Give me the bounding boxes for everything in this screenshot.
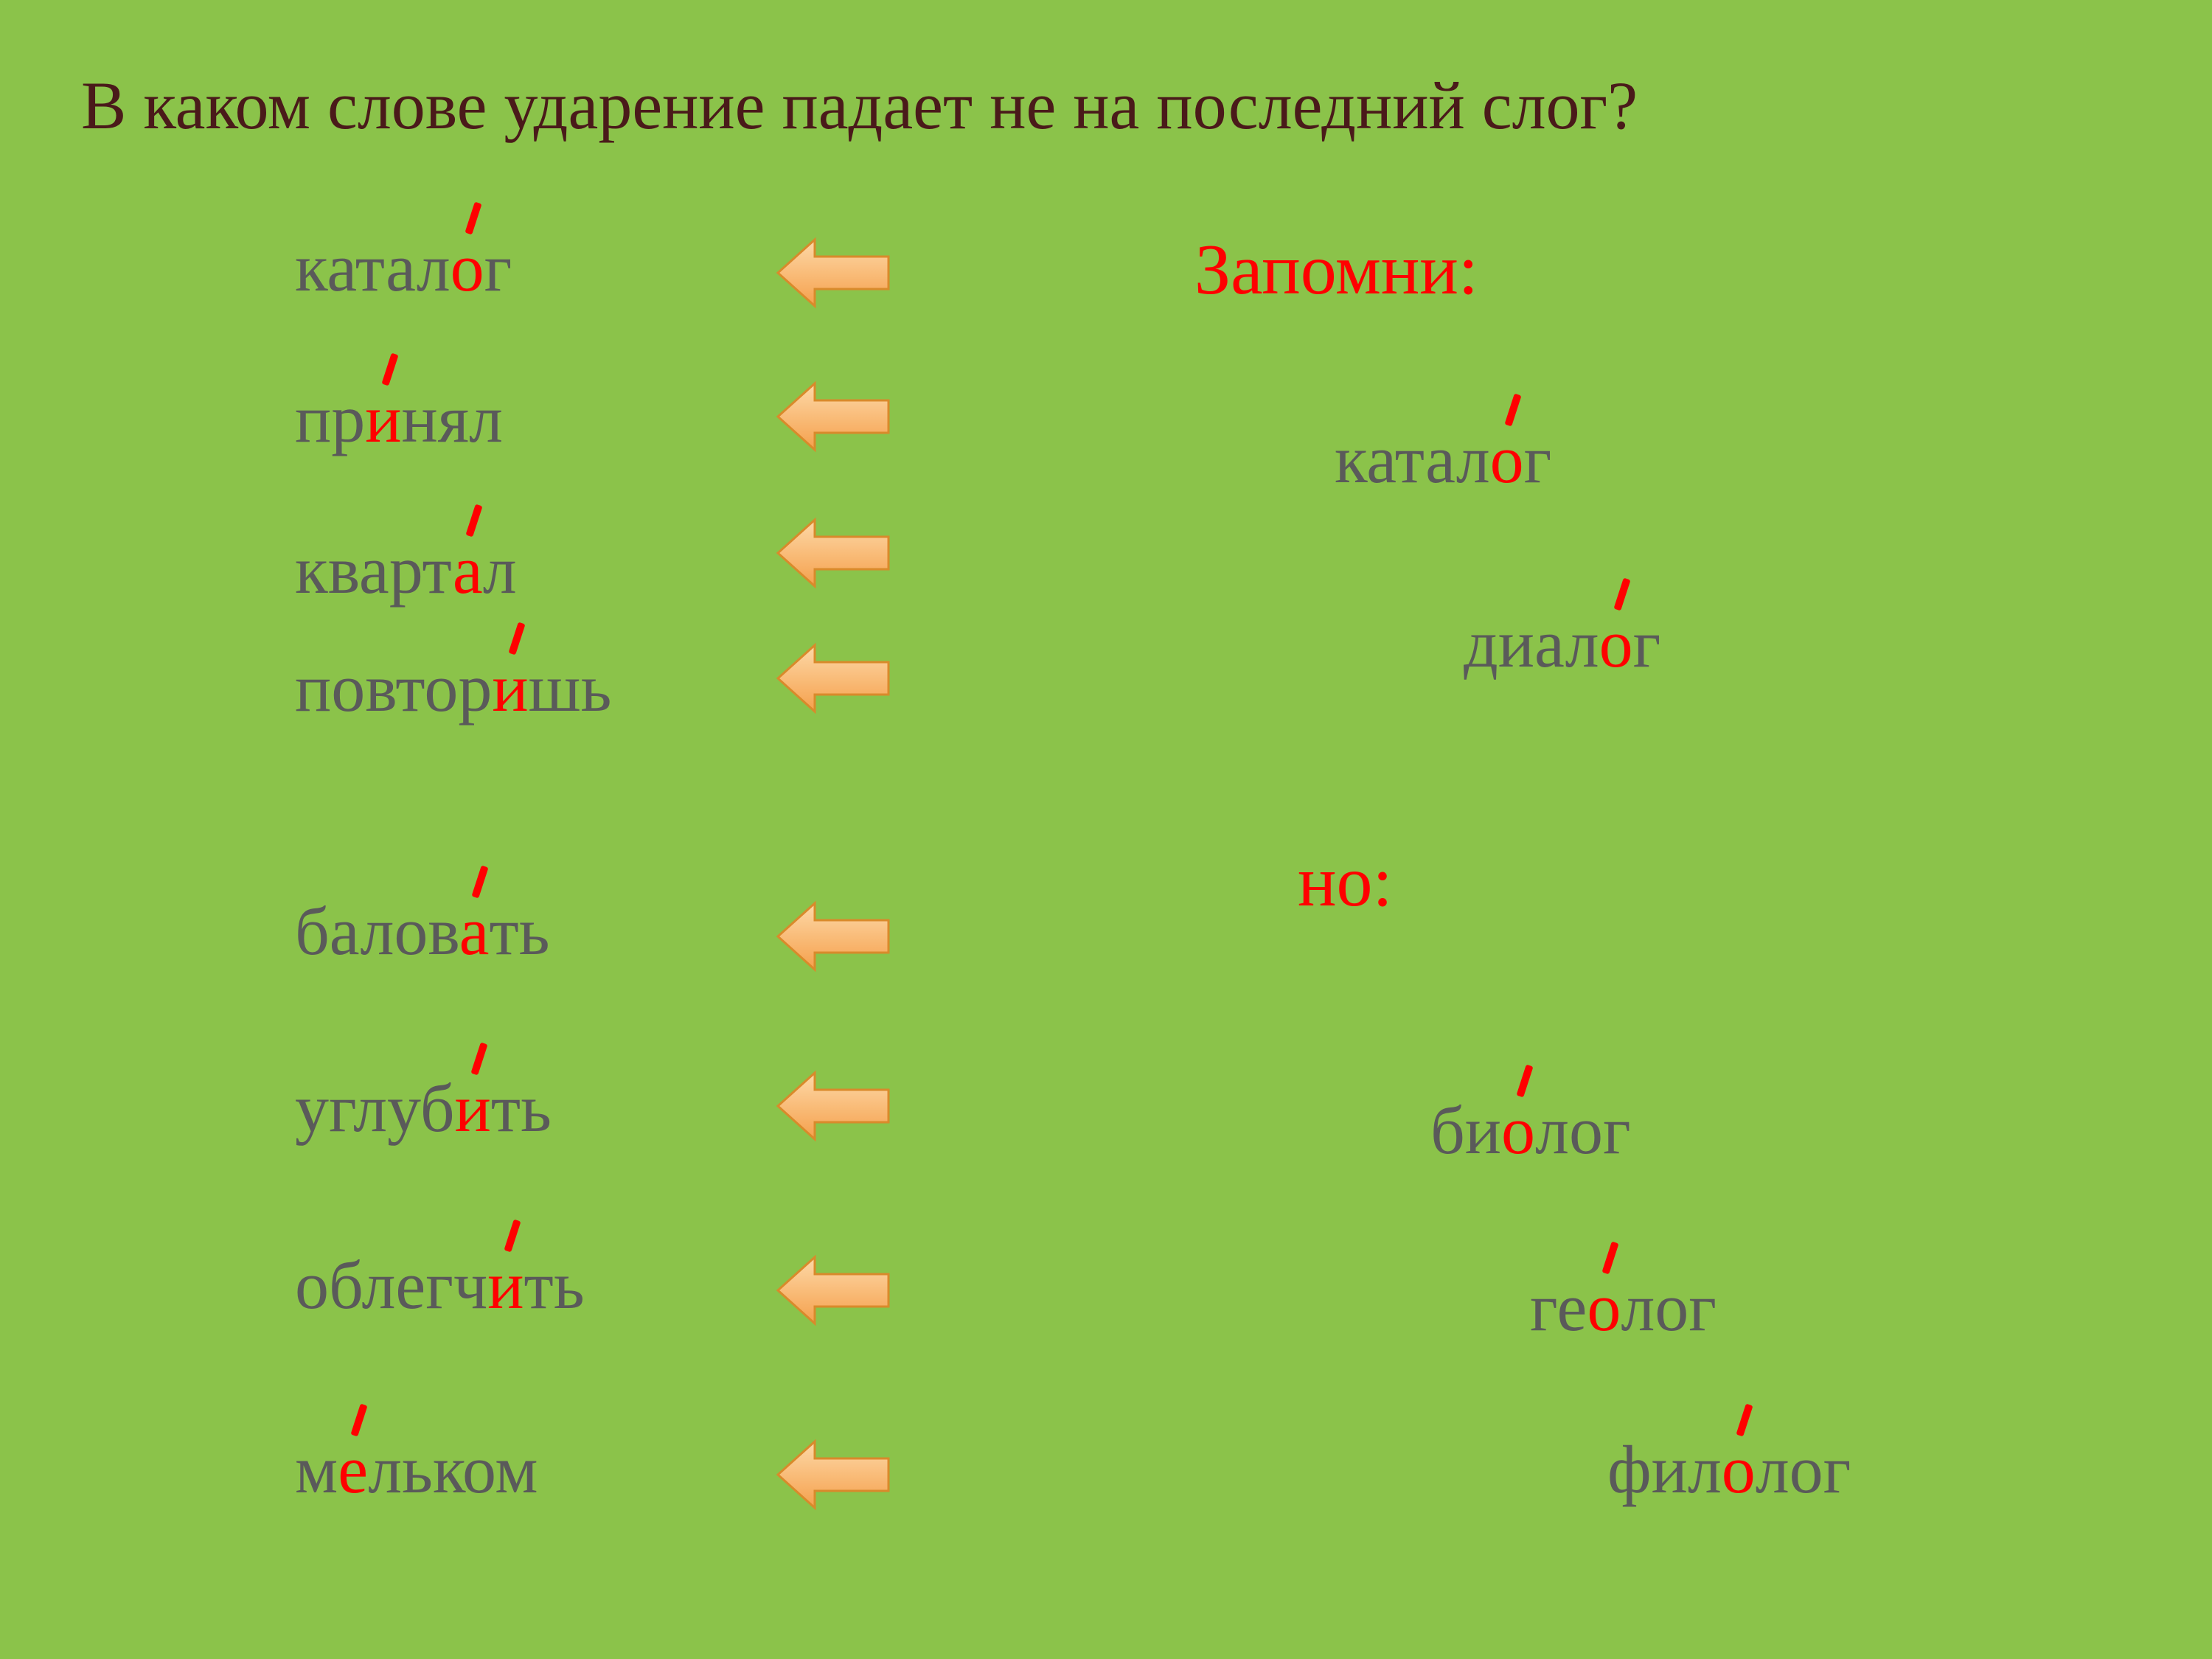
word-pre: кварт bbox=[295, 532, 453, 608]
word-stress: о bbox=[1490, 422, 1524, 497]
arrow-left-icon bbox=[774, 380, 892, 453]
arrow-left-icon bbox=[774, 1438, 892, 1512]
word-stress: о bbox=[1599, 606, 1633, 681]
word-post: ть bbox=[524, 1248, 585, 1323]
label-but: но: bbox=[1298, 841, 1393, 923]
arrow-left-icon bbox=[774, 516, 892, 590]
word-oblegchit: облегчить bbox=[295, 1246, 585, 1324]
word-katalog-r: каталог bbox=[1335, 420, 1551, 498]
word-geolog: геолог bbox=[1530, 1268, 1717, 1346]
word-stress: е bbox=[338, 1432, 368, 1507]
word-post: г bbox=[1524, 422, 1552, 497]
word-stress: о bbox=[1587, 1270, 1621, 1345]
word-dialog: диалог bbox=[1464, 605, 1660, 683]
word-post: льком bbox=[368, 1432, 538, 1507]
word-pre: би bbox=[1430, 1093, 1501, 1168]
word-pre: фил bbox=[1607, 1432, 1722, 1507]
word-post: ть bbox=[491, 1071, 552, 1146]
word-pre: катал bbox=[1335, 422, 1490, 497]
word-balovat: баловать bbox=[295, 892, 550, 970]
word-pre: ге bbox=[1530, 1270, 1587, 1345]
word-pre: пр bbox=[295, 381, 365, 456]
arrow-left-icon bbox=[774, 1253, 892, 1327]
arrow-left-icon bbox=[774, 900, 892, 973]
arrow-left-icon bbox=[774, 1069, 892, 1143]
label-remember: Запомни: bbox=[1194, 229, 1478, 311]
word-stress: о bbox=[1501, 1093, 1535, 1168]
word-filolog: филолог bbox=[1607, 1430, 1851, 1509]
word-pre: балов bbox=[295, 894, 459, 969]
word-pre: диал bbox=[1464, 606, 1599, 681]
word-stress: о bbox=[451, 230, 484, 305]
word-stress: и bbox=[365, 381, 401, 456]
word-post: лог bbox=[1756, 1432, 1851, 1507]
word-post: шь bbox=[529, 650, 612, 726]
word-post: лог bbox=[1621, 1270, 1717, 1345]
word-post: лог bbox=[1535, 1093, 1631, 1168]
arrow-left-icon bbox=[774, 236, 892, 310]
word-pre: повтор bbox=[295, 650, 492, 726]
word-post: л bbox=[483, 532, 517, 608]
word-prinyal: принял bbox=[295, 380, 503, 458]
word-kvartal: квартал bbox=[295, 531, 517, 609]
word-stress: и bbox=[455, 1071, 491, 1146]
arrow-left-icon bbox=[774, 641, 892, 715]
word-stress: и bbox=[487, 1248, 524, 1323]
word-stress: а bbox=[459, 894, 490, 969]
word-post: нял bbox=[401, 381, 502, 456]
word-post: ть bbox=[489, 894, 549, 969]
word-povtorish: повторишь bbox=[295, 649, 611, 727]
word-melkom: мельком bbox=[295, 1430, 538, 1509]
word-pre: углуб bbox=[295, 1071, 455, 1146]
word-post: г bbox=[484, 230, 512, 305]
word-pre: м bbox=[295, 1432, 338, 1507]
word-post: г bbox=[1633, 606, 1661, 681]
word-stress: а bbox=[453, 532, 483, 608]
word-katalog: каталог bbox=[295, 229, 512, 307]
word-biolog: биолог bbox=[1430, 1091, 1631, 1169]
word-stress: и bbox=[492, 650, 528, 726]
word-pre: катал bbox=[295, 230, 451, 305]
word-stress: о bbox=[1722, 1432, 1756, 1507]
word-uglubit: углубить bbox=[295, 1069, 552, 1147]
word-pre: облегч bbox=[295, 1248, 487, 1323]
slide-title: В каком слове ударение падает не на посл… bbox=[81, 66, 1638, 145]
